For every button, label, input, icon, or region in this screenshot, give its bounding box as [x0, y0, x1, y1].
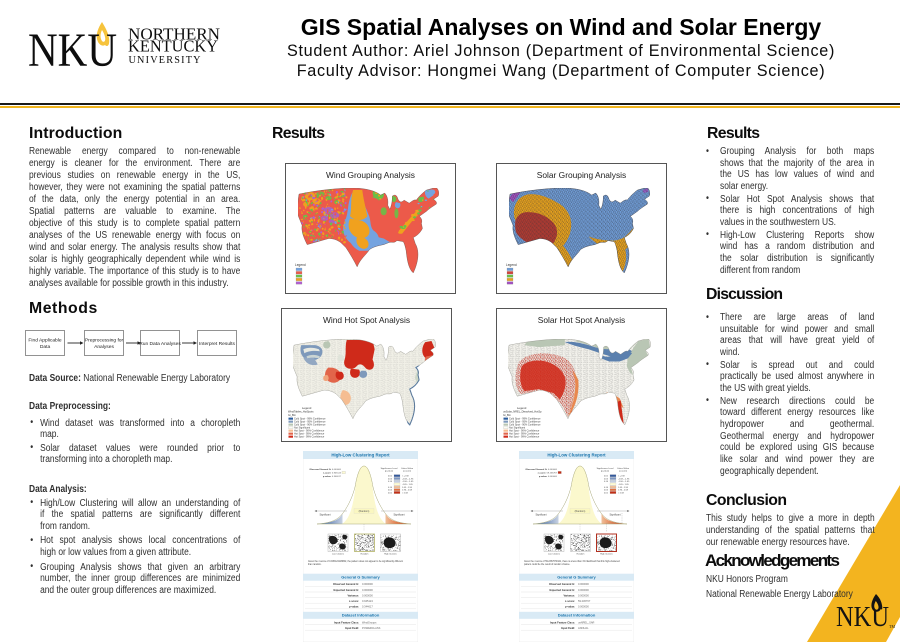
- svg-text:59.236767: 59.236767: [578, 599, 591, 603]
- svg-text:UNIVERSITY: UNIVERSITY: [129, 55, 202, 66]
- svg-text:p-value: 0.344617: p-value: 0.344617: [323, 476, 342, 478]
- svg-text:pattern could be the result of: pattern could be the result of random ch…: [524, 563, 571, 566]
- svg-text:z-score: 0.945124: z-score: 0.945124: [323, 472, 342, 474]
- svg-text:Hot Spot - 90% Confidence: Hot Spot - 90% Confidence: [294, 430, 325, 433]
- svg-text:ANNUAL: ANNUAL: [578, 626, 589, 630]
- svg-text:0.945124: 0.945124: [362, 599, 373, 603]
- svg-text:0.000000: 0.000000: [578, 605, 589, 609]
- svg-text:Legend: Legend: [517, 406, 527, 410]
- svg-text:0.000000: 0.000000: [362, 582, 373, 586]
- svg-text:0.000000: 0.000000: [362, 588, 373, 592]
- svg-text:0.344617: 0.344617: [362, 605, 373, 609]
- svg-text:Legend: Legend: [302, 406, 312, 410]
- svg-text:Gi_Bin: Gi_Bin: [503, 413, 511, 417]
- svg-text:Hot Spot - 95% Confidence: Hot Spot - 95% Confidence: [294, 433, 325, 436]
- svg-text:TM: TM: [889, 624, 895, 629]
- svg-text:Interpret Results: Interpret Results: [199, 341, 235, 347]
- svg-text:KENTUCKY: KENTUCKY: [128, 37, 218, 56]
- svg-text:POWERCLASS: POWERCLASS: [362, 626, 381, 630]
- svg-text:Cold Spot - 90% Confidence: Cold Spot - 90% Confidence: [509, 424, 541, 427]
- svg-text:Hot Spot - 99% Confidence: Hot Spot - 99% Confidence: [509, 436, 540, 439]
- svg-text:High-Low Clustering Report: High-Low Clustering Report: [331, 453, 390, 458]
- svg-text:Cold Spot - 95% Confidence: Cold Spot - 95% Confidence: [509, 421, 541, 424]
- svg-text:z-score: 59.236767: z-score: 59.236767: [538, 472, 558, 474]
- svg-text:Given the z-score of 0.9451241: Given the z-score of 0.945124118802, the…: [308, 560, 403, 563]
- svg-text:Data: Data: [40, 344, 51, 350]
- svg-text:Find Applicable: Find Applicable: [28, 338, 61, 344]
- svg-text:0.000000: 0.000000: [362, 593, 373, 597]
- svg-text:WindGroups: WindGroups: [362, 620, 377, 624]
- svg-text:High-Low Clustering Report: High-Low Clustering Report: [547, 453, 606, 458]
- svg-text:Hot Spot - 99% Confidence: Hot Spot - 99% Confidence: [294, 436, 325, 439]
- svg-text:Cold Spot - 95% Confidence: Cold Spot - 95% Confidence: [294, 421, 326, 424]
- svg-text:usSolar_NREL_Dissolved_HotSp: usSolar_NREL_Dissolved_HotSp: [503, 410, 542, 414]
- svg-text:Analyses: Analyses: [94, 344, 114, 350]
- svg-text:NORTHERN: NORTHERN: [128, 25, 220, 44]
- svg-text:Given the z-score of 59.236767: Given the z-score of 59.2367674941, ther…: [524, 560, 620, 563]
- svg-text:usNREL_SAR: usNREL_SAR: [578, 620, 595, 624]
- svg-text:0.000000: 0.000000: [578, 593, 589, 597]
- svg-text:than random.: than random.: [308, 563, 322, 566]
- svg-text:p-value: 0.000000: p-value: 0.000000: [539, 476, 558, 478]
- svg-text:NKU: NKU: [28, 24, 117, 77]
- svg-text:Preprocessing for: Preprocessing for: [85, 338, 124, 344]
- svg-text:Not Significant: Not Significant: [509, 427, 525, 430]
- svg-text:Not Significant: Not Significant: [294, 427, 310, 430]
- svg-text:Hot Spot - 90% Confidence: Hot Spot - 90% Confidence: [509, 430, 540, 433]
- svg-text:Cold Spot - 99% Confidence: Cold Spot - 99% Confidence: [509, 418, 541, 421]
- svg-text:Gi_Bin: Gi_Bin: [288, 413, 296, 417]
- svg-text:0.000000: 0.000000: [578, 588, 589, 592]
- svg-text:Legend: Legend: [506, 263, 517, 267]
- svg-text:Legend: Legend: [295, 263, 306, 267]
- svg-text:Run Data Analyses: Run Data Analyses: [139, 341, 181, 347]
- svg-text:Cold Spot - 99% Confidence: Cold Spot - 99% Confidence: [294, 418, 326, 421]
- svg-text:0.000000: 0.000000: [578, 582, 589, 586]
- svg-text:Cold Spot - 90% Confidence: Cold Spot - 90% Confidence: [294, 424, 326, 427]
- svg-text:WindTables_HotSpots: WindTables_HotSpots: [288, 410, 314, 414]
- svg-text:Hot Spot - 95% Confidence: Hot Spot - 95% Confidence: [509, 433, 540, 436]
